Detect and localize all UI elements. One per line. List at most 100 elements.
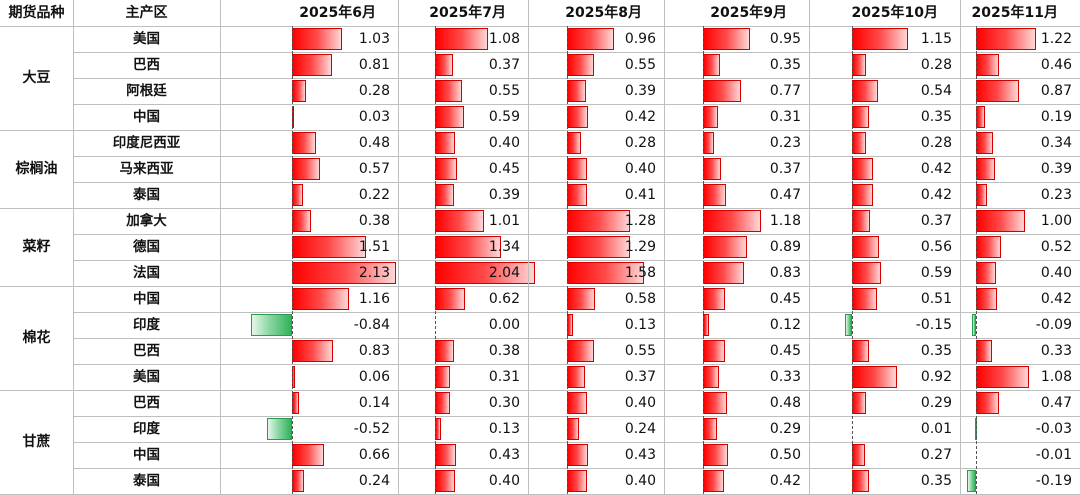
group-divider — [0, 208, 1080, 209]
column-divider — [664, 0, 665, 494]
commodity-label: 棉花 — [22, 330, 51, 346]
value-label: 1.28 — [624, 213, 656, 229]
commodity-label: 棕榈油 — [15, 161, 58, 177]
value-label: 0.29 — [769, 421, 801, 437]
value-label: 0.83 — [358, 343, 390, 359]
region-label: 巴西 — [133, 57, 160, 73]
positive-bar — [703, 444, 728, 466]
row-divider — [73, 364, 1080, 365]
positive-bar — [852, 210, 871, 232]
value-label: 0.28 — [358, 83, 390, 99]
header-divider — [0, 26, 1080, 27]
value-label: 0.00 — [488, 317, 520, 333]
value-label: 0.35 — [920, 473, 952, 489]
positive-bar — [567, 106, 588, 128]
zero-axis — [703, 26, 704, 494]
positive-bar — [852, 444, 866, 466]
value-label: 0.95 — [769, 31, 801, 47]
positive-bar — [567, 444, 589, 466]
region-label: 美国 — [133, 369, 160, 385]
value-label: 0.48 — [769, 395, 801, 411]
positive-bar — [703, 470, 724, 492]
column-divider — [398, 0, 399, 494]
value-label: 1.51 — [358, 239, 390, 255]
value-label: 0.47 — [769, 187, 801, 203]
positive-bar — [292, 392, 299, 414]
value-label: 0.58 — [624, 291, 656, 307]
value-label: -0.19 — [1035, 473, 1072, 489]
region-label: 泰国 — [133, 473, 160, 489]
value-label: 0.47 — [1040, 395, 1072, 411]
header-month: 2025年6月 — [299, 5, 376, 21]
header-month: 2025年9月 — [710, 5, 787, 21]
value-label: 1.00 — [1040, 213, 1072, 229]
region-label: 德国 — [133, 239, 160, 255]
value-label: 0.43 — [488, 447, 520, 463]
positive-bar — [567, 366, 586, 388]
value-label: 0.42 — [624, 109, 656, 125]
group-divider — [0, 130, 1080, 131]
region-label: 泰国 — [133, 187, 160, 203]
positive-bar — [292, 80, 306, 102]
value-label: 0.37 — [488, 57, 520, 73]
value-label: 0.35 — [920, 109, 952, 125]
region-label: 印度尼西亚 — [112, 135, 181, 151]
value-label: 0.96 — [624, 31, 656, 47]
positive-bar — [435, 132, 455, 154]
value-label: 0.27 — [920, 447, 952, 463]
value-label: 0.55 — [488, 83, 520, 99]
row-divider — [73, 442, 1080, 443]
value-label: 0.59 — [488, 109, 520, 125]
positive-bar — [703, 158, 722, 180]
value-label: 0.38 — [358, 213, 390, 229]
value-label: 0.51 — [920, 291, 952, 307]
value-label: 1.03 — [358, 31, 390, 47]
value-label: 0.38 — [488, 343, 520, 359]
value-label: 0.83 — [769, 265, 801, 281]
region-label: 阿根廷 — [126, 83, 167, 99]
value-label: 0.46 — [1040, 57, 1072, 73]
column-divider — [809, 0, 810, 494]
row-divider — [73, 52, 1080, 53]
value-label: 0.33 — [769, 369, 801, 385]
negative-bar — [966, 470, 976, 492]
commodity-label: 甘蔗 — [22, 434, 51, 450]
zero-axis — [435, 26, 436, 494]
value-label: 0.50 — [769, 447, 801, 463]
region-label: 法国 — [133, 265, 160, 281]
value-label: 1.15 — [920, 31, 952, 47]
positive-bar — [567, 184, 588, 206]
value-label: 0.43 — [624, 447, 656, 463]
positive-bar — [567, 340, 594, 362]
value-label: 0.56 — [920, 239, 952, 255]
row-divider — [73, 182, 1080, 183]
positive-bar — [852, 184, 873, 206]
value-label: 0.40 — [624, 473, 656, 489]
positive-bar — [567, 54, 594, 76]
value-label: -0.52 — [353, 421, 390, 437]
value-label: 0.30 — [488, 395, 520, 411]
value-label: 0.52 — [1040, 239, 1072, 255]
value-label: 0.39 — [488, 187, 520, 203]
row-divider — [73, 260, 1080, 261]
row-divider — [73, 312, 1080, 313]
value-label: 0.01 — [920, 421, 952, 437]
positive-bar — [976, 184, 988, 206]
positive-bar — [435, 158, 458, 180]
group-divider — [0, 286, 1080, 287]
value-label: 1.34 — [488, 239, 520, 255]
positive-bar — [292, 184, 303, 206]
value-label: 0.55 — [624, 343, 656, 359]
value-label: 1.58 — [624, 265, 656, 281]
positive-bar — [852, 262, 881, 284]
commodity-label: 大豆 — [22, 70, 51, 86]
positive-bar — [435, 392, 450, 414]
positive-bar — [703, 340, 726, 362]
value-label: 0.03 — [358, 109, 390, 125]
value-label: 0.28 — [624, 135, 656, 151]
zero-axis — [567, 26, 568, 494]
positive-bar — [852, 158, 873, 180]
value-label: 0.31 — [769, 109, 801, 125]
negative-bar — [844, 314, 852, 336]
value-label: 0.33 — [1040, 343, 1072, 359]
